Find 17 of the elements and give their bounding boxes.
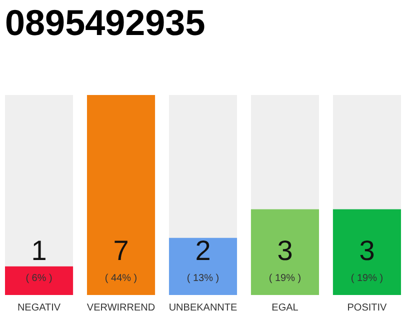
chart-title: 0895492935 <box>5 2 206 43</box>
annotation: ( 44% ) <box>104 273 138 284</box>
data-label: 2 <box>195 235 211 266</box>
bar <box>5 266 74 295</box>
data-label: 3 <box>277 235 293 266</box>
data-label: 3 <box>359 235 375 266</box>
x-tick-label: VERWIRREND <box>86 302 156 314</box>
annotation: ( 19% ) <box>350 273 384 284</box>
x-tick-label: NEGATIV <box>17 302 61 314</box>
annotation: ( 13% ) <box>186 273 220 284</box>
data-label: 1 <box>31 235 47 266</box>
annotation: ( 19% ) <box>268 273 302 284</box>
data-label: 7 <box>113 235 129 266</box>
x-tick-label: UNBEKANNTE <box>168 302 238 314</box>
x-tick-label: EGAL <box>272 302 299 314</box>
x-tick-label: POSITIV <box>347 302 388 314</box>
annotation: ( 6% ) <box>26 273 52 284</box>
